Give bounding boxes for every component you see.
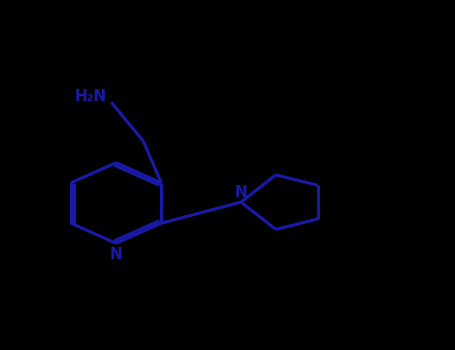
Text: N: N xyxy=(235,185,248,200)
Text: N: N xyxy=(110,247,122,262)
Text: H₂N: H₂N xyxy=(75,89,107,104)
